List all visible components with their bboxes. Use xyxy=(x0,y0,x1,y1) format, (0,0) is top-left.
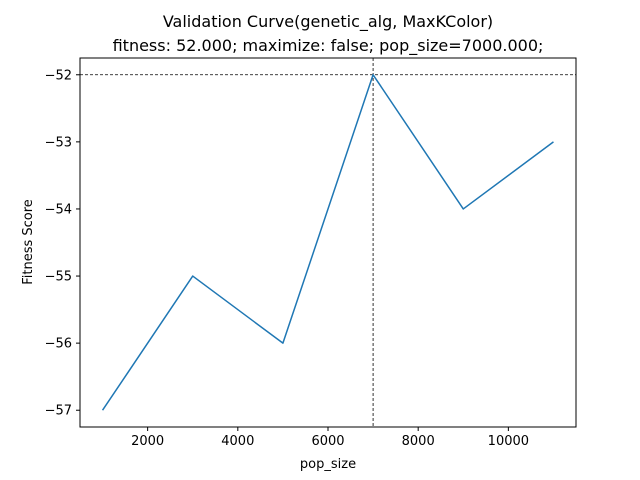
y-tick-label: −52 xyxy=(45,68,72,83)
y-tick-label: −55 xyxy=(45,270,72,285)
x-axis: 2000 4000 6000 8000 10000 xyxy=(131,427,529,449)
x-tick-label: 8000 xyxy=(402,434,435,449)
x-tick-label: 6000 xyxy=(311,434,344,449)
y-tick-label: −57 xyxy=(45,404,72,419)
chart-title: Validation Curve(genetic_alg, MaxKColor) xyxy=(163,12,493,32)
x-tick-label: 10000 xyxy=(488,434,529,449)
x-tick-label: 2000 xyxy=(131,434,164,449)
series-line-0 xyxy=(101,74,554,411)
x-tick-label: 4000 xyxy=(221,434,254,449)
y-tick-label: −56 xyxy=(45,337,72,352)
axes-frame xyxy=(79,57,577,428)
chart-subtitle: fitness: 52.000; maximize: false; pop_si… xyxy=(113,36,544,56)
y-tick-label: −54 xyxy=(45,202,72,217)
y-tick-label: −53 xyxy=(45,135,72,150)
plot-area xyxy=(80,58,576,427)
x-axis-label: pop_size xyxy=(300,457,356,472)
y-axis: −57 −56 −55 −54 −53 −52 xyxy=(45,68,80,419)
y-axis-label: Fitness Score xyxy=(21,199,36,285)
